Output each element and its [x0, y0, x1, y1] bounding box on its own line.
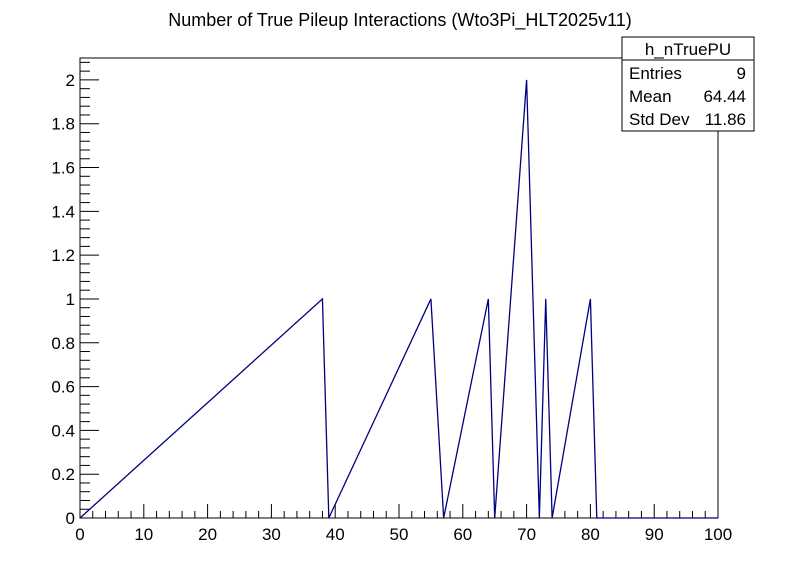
y-tick-label: 0.8	[51, 334, 75, 353]
x-tick-label: 30	[262, 525, 281, 544]
x-tick-label: 70	[517, 525, 536, 544]
x-tick-label: 90	[645, 525, 664, 544]
histogram-bin	[527, 80, 533, 518]
histogram-bin	[431, 299, 437, 518]
x-axis-tick-labels: 0 10 20 30 40 50 60 70 80 90 100	[75, 525, 732, 544]
x-tick-label: 50	[390, 525, 409, 544]
y-axis-tick-labels: 0 0.2 0.4 0.6 0.8 1 1.2 1.4 1.6 1.8 2	[51, 71, 75, 528]
stats-mean-label: Mean	[629, 87, 672, 106]
stats-box: h_nTruePU Entries 9 Mean 64.44 Std Dev 1…	[621, 36, 755, 132]
y-tick-label: 1.8	[51, 115, 75, 134]
stats-stddev-value: 11.86	[705, 110, 746, 129]
histogram-bins	[79, 79, 718, 519]
x-tick-label: 60	[453, 525, 472, 544]
chart-title: Number of True Pileup Interactions (Wto3…	[168, 10, 632, 31]
stats-entries-value: 9	[737, 64, 746, 83]
x-tick-label: 40	[326, 525, 345, 544]
y-tick-label: 0	[66, 509, 75, 528]
x-tick-label: 80	[581, 525, 600, 544]
x-tick-label: 0	[75, 525, 84, 544]
y-tick-label: 0.2	[51, 465, 75, 484]
histogram-bin	[437, 299, 443, 518]
y-tick-label: 2	[66, 71, 75, 90]
histogram-outline	[79, 79, 718, 519]
stats-mean-value: 64.44	[703, 87, 746, 106]
stats-box-name: h_nTruePU	[645, 40, 731, 59]
y-tick-label: 0.4	[51, 421, 75, 440]
y-tick-label: 1	[66, 290, 75, 309]
stats-box-frame	[621, 36, 755, 132]
y-tick-label: 1.2	[51, 246, 75, 265]
x-tick-label: 100	[704, 525, 732, 544]
y-tick-label: 1.6	[51, 159, 75, 178]
stats-stddev-label: Std Dev	[629, 110, 690, 129]
x-tick-label: 10	[134, 525, 153, 544]
y-tick-label: 0.6	[51, 378, 75, 397]
y-tick-label: 1.4	[51, 202, 75, 221]
stats-entries-label: Entries	[629, 64, 682, 83]
x-tick-label: 20	[198, 525, 217, 544]
